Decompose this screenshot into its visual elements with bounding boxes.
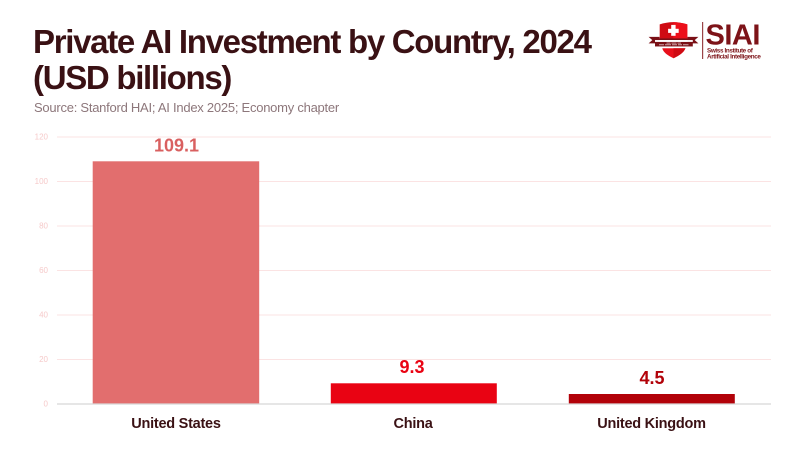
svg-text:60: 60 [39, 266, 48, 275]
svg-text:40: 40 [39, 311, 48, 320]
svg-text:United Kingdom: United Kingdom [597, 416, 705, 432]
svg-text:80: 80 [39, 222, 48, 231]
svg-text:China: China [393, 416, 433, 432]
svg-text:Swiss Institute of: Swiss Institute of [707, 47, 754, 54]
svg-text:20: 20 [39, 355, 48, 364]
svg-text:4.5: 4.5 [639, 368, 664, 388]
svg-text:120: 120 [35, 133, 49, 142]
svg-text:United States: United States [131, 416, 221, 432]
svg-text:109.1: 109.1 [154, 136, 199, 156]
svg-text:SIAI: SIAI [706, 19, 760, 51]
svg-text:9.3: 9.3 [399, 357, 424, 377]
svg-text:100: 100 [35, 177, 49, 186]
svg-text:Artificial Intelligence: Artificial Intelligence [707, 54, 761, 61]
svg-text:0: 0 [44, 400, 49, 409]
